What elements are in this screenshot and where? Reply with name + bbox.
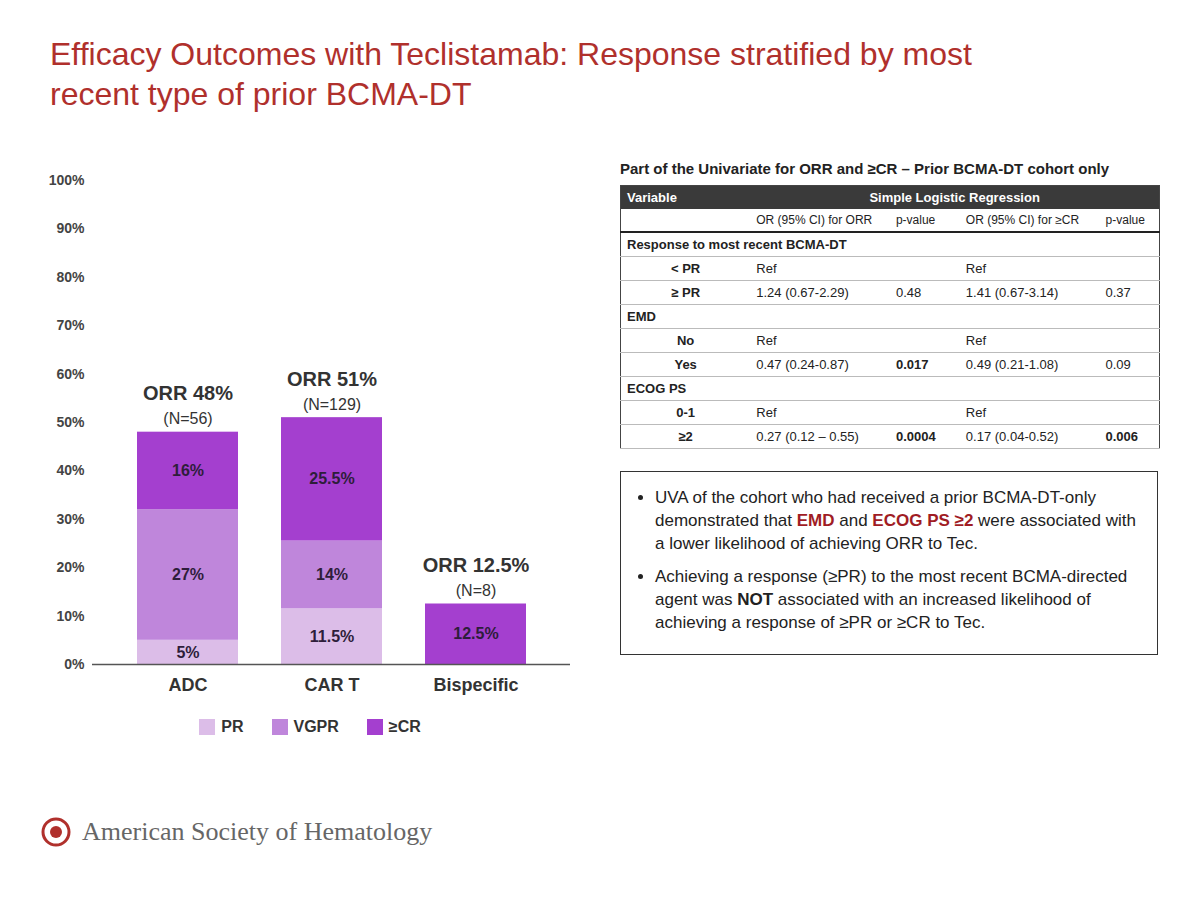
svg-text:100%: 100%: [49, 172, 85, 188]
html-text:0.47 (0.24-0.87): 0.47 (0.24-0.87): [756, 357, 849, 372]
html-text:≥CR: ≥CR: [388, 718, 421, 735]
svg-text:50%: 50%: [56, 414, 85, 430]
html-text:p-value: p-value: [895, 213, 936, 227]
html-text:0.37: 0.37: [1105, 285, 1131, 300]
html-text:Ref: Ref: [756, 333, 777, 348]
svg-text:20%: 20%: [56, 559, 85, 575]
svg-text:27%: 27%: [172, 566, 204, 583]
svg-text:16%: 16%: [172, 462, 204, 479]
html-text:< PR: < PR: [671, 261, 701, 276]
html-text:Simple Logistic Regression: Simple Logistic Regression: [869, 190, 1040, 205]
html-text:1.24 (0.67-2.29): 1.24 (0.67-2.29): [756, 285, 849, 300]
svg-text:80%: 80%: [56, 269, 85, 285]
svg-text:ORR 48%: ORR 48%: [143, 382, 233, 404]
svg-text:(N=129): (N=129): [303, 396, 361, 413]
svg-text:10%: 10%: [56, 608, 85, 624]
html-text:0.48: 0.48: [895, 285, 922, 300]
svg-text:0%: 0%: [64, 656, 85, 672]
html-text:0-1: 0-1: [676, 405, 695, 420]
html-text:p-value: p-value: [1105, 213, 1145, 227]
html-text:0.49 (0.21-1.08): 0.49 (0.21-1.08): [965, 357, 1059, 372]
html-text:Part of the Univariate for ORR: Part of the Univariate for ORR and ≥CR –…: [620, 160, 1110, 177]
svg-text:5%: 5%: [176, 644, 199, 661]
html-text:0.17 (0.04-0.52): 0.17 (0.04-0.52): [965, 429, 1059, 444]
html-text:0.0004: 0.0004: [895, 429, 936, 444]
html-text:Ref: Ref: [965, 333, 987, 348]
html-text:American Society of Hematology: American Society of Hematology: [82, 817, 433, 846]
html-text:0.017: 0.017: [895, 357, 929, 372]
html-text:1.41 (0.67-3.14): 1.41 (0.67-3.14): [965, 285, 1059, 300]
html-text:Achieving a response (≥PR) to: Achieving a response (≥PR) to the most r…: [655, 567, 1128, 632]
svg-text:ORR 51%: ORR 51%: [287, 368, 377, 390]
svg-text:25.5%: 25.5%: [309, 470, 354, 487]
html-text:Yes: Yes: [674, 357, 697, 372]
svg-text:ORR 12.5%: ORR 12.5%: [423, 554, 530, 576]
html-text:Variable: Variable: [627, 190, 677, 205]
html-text:0.27 (0.12 – 0.55): 0.27 (0.12 – 0.55): [756, 429, 859, 444]
html-text:≥2: ≥2: [678, 429, 693, 444]
html-text:VGPR: VGPR: [293, 718, 339, 735]
svg-text:90%: 90%: [56, 220, 85, 236]
html-text:Ref: Ref: [756, 405, 777, 420]
svg-text:12.5%: 12.5%: [453, 625, 498, 642]
svg-text:14%: 14%: [316, 566, 348, 583]
html-text:Response to most recent BCMA-D: Response to most recent BCMA-DT: [627, 237, 847, 252]
svg-text:11.5%: 11.5%: [310, 628, 354, 645]
html-text:Ref: Ref: [965, 405, 987, 420]
html-text:No: No: [677, 333, 695, 348]
svg-text:30%: 30%: [56, 511, 85, 527]
svg-text:70%: 70%: [56, 317, 85, 333]
html-text:Ref: Ref: [756, 261, 777, 276]
svg-text:40%: 40%: [56, 462, 85, 478]
html-text:Ref: Ref: [965, 261, 987, 276]
html-text:PR: PR: [221, 718, 244, 735]
html-text:≥ PR: ≥ PR: [671, 285, 700, 300]
html-text:Efficacy Outcomes with Teclist: Efficacy Outcomes with Teclistamab: Resp…: [50, 36, 972, 112]
svg-text:ADC: ADC: [169, 675, 208, 695]
html-text:EMD: EMD: [627, 309, 656, 324]
html-text:UVA of the cohort who had rece: UVA of the cohort who had received a pri…: [655, 488, 1136, 553]
html-text:0.09: 0.09: [1105, 357, 1131, 372]
html-text:OR (95% CI) for ≥CR: OR (95% CI) for ≥CR: [965, 213, 1080, 227]
svg-text:(N=56): (N=56): [163, 410, 212, 427]
svg-text:(N=8): (N=8): [456, 582, 496, 599]
svg-text:Bispecific: Bispecific: [433, 675, 518, 695]
svg-text:CAR T: CAR T: [305, 675, 360, 695]
html-text:ECOG PS: ECOG PS: [627, 381, 687, 396]
svg-text:60%: 60%: [56, 366, 85, 382]
html-text:0.006: 0.006: [1105, 429, 1139, 444]
html-text:OR (95% CI) for ORR: OR (95% CI) for ORR: [756, 213, 873, 227]
